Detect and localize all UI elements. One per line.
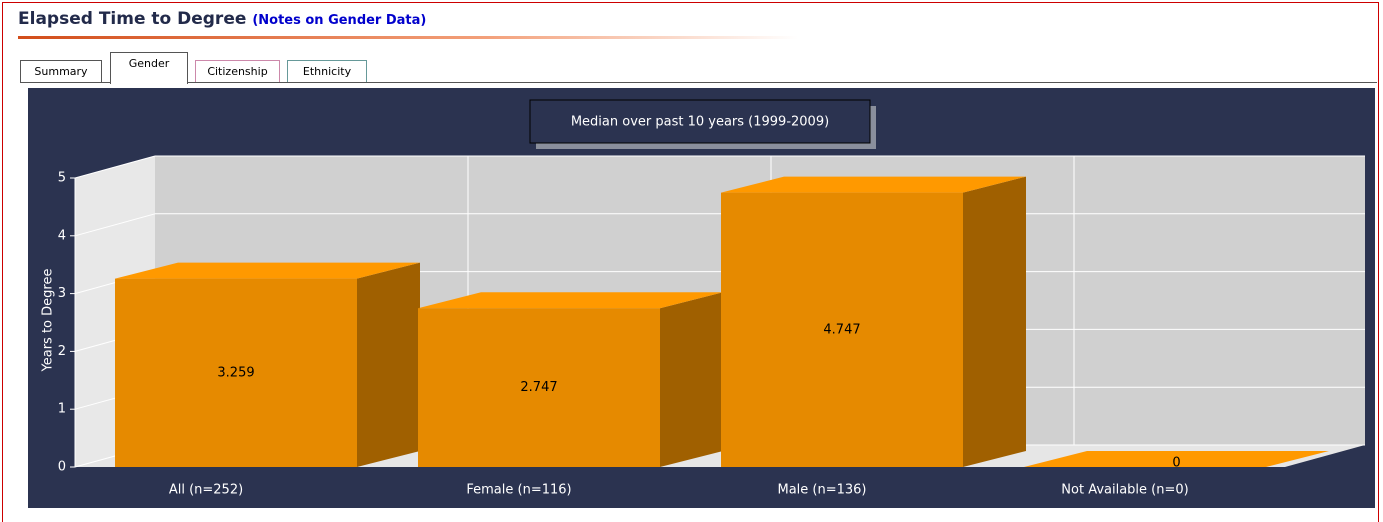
chart-title: Median over past 10 years (1999-2009): [571, 115, 829, 130]
tab[interactable]: Ethnicity: [287, 60, 367, 82]
y-axis-label: Years to Degree: [41, 269, 56, 373]
bar-top: [721, 176, 1026, 193]
y-tick-label: 0: [58, 460, 66, 475]
page-title: Elapsed Time to Degree: [18, 9, 247, 29]
x-tick-label: Male (n=136): [777, 483, 866, 498]
legend-box: [529, 99, 871, 144]
bar-top: [1024, 451, 1329, 467]
x-tick-label: Female (n=116): [466, 483, 571, 498]
bar: [115, 278, 357, 467]
y-tick-label: 5: [58, 171, 66, 186]
x-tick-label: Not Available (n=0): [1061, 483, 1188, 498]
bar-side: [357, 262, 420, 467]
y-tick-label: 3: [58, 286, 66, 301]
grid-line: [74, 213, 156, 237]
value-label: 4.747: [823, 322, 860, 337]
bar: [418, 308, 660, 467]
bar-top: [115, 262, 420, 279]
grid-line: [74, 155, 156, 179]
tab-line: [20, 82, 1377, 83]
x-tick-label: All (n=252): [169, 483, 243, 498]
value-label: 2.747: [520, 380, 557, 395]
y-tick-label: 1: [58, 402, 66, 417]
header: Elapsed Time to Degree (Notes on Gender …: [18, 9, 426, 29]
bar-top: [418, 292, 723, 309]
bar-side: [963, 176, 1026, 467]
y-tick-label: 4: [58, 228, 66, 243]
value-label: 0: [1172, 456, 1180, 471]
bar-side: [660, 292, 723, 467]
tab[interactable]: Citizenship: [195, 60, 280, 82]
y-tick-label: 2: [58, 344, 66, 359]
tab[interactable]: Gender: [110, 52, 188, 84]
title-rule: [18, 36, 798, 39]
value-label: 3.259: [217, 365, 254, 380]
notes-link[interactable]: (Notes on Gender Data): [252, 13, 427, 28]
bar: [721, 192, 963, 467]
tab[interactable]: Summary: [20, 60, 102, 82]
